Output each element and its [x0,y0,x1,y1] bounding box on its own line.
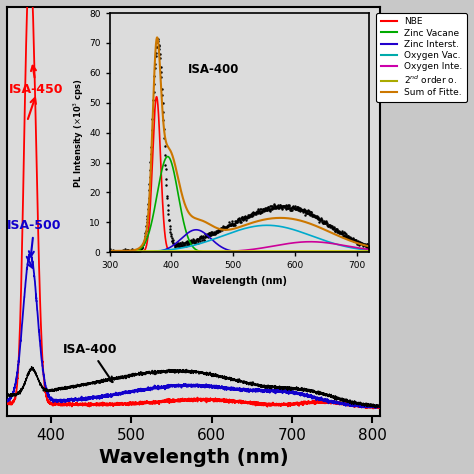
Text: ISA-450: ISA-450 [9,66,64,96]
Text: ISA-500: ISA-500 [7,219,62,256]
Text: ISA-400: ISA-400 [63,343,118,382]
X-axis label: Wavelength (nm): Wavelength (nm) [99,448,288,467]
